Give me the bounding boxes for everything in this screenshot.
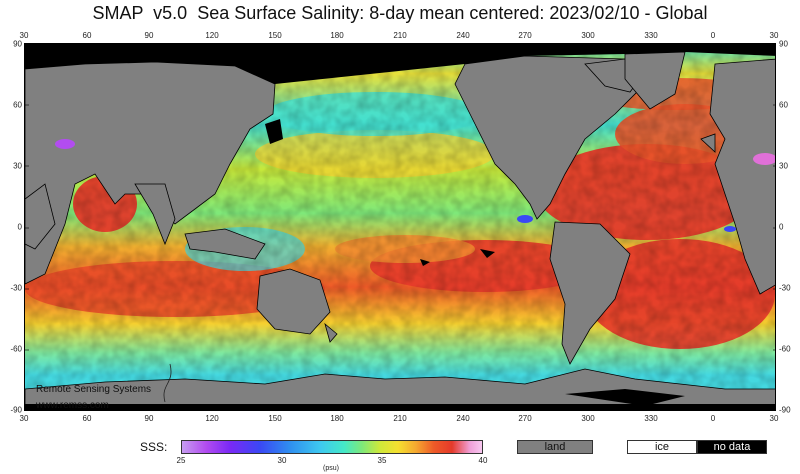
lon-tick: 90 [144,31,154,40]
credit-url: www.remss.com [36,400,109,411]
lat-tick: 0 [779,222,784,232]
lon-tick: 90 [144,414,154,423]
lon-tick: 60 [82,31,92,40]
lat-tick: 30 [13,161,22,171]
lon-tick: 60 [82,414,92,423]
lon-tick: 300 [581,31,595,40]
uk-land [700,133,716,153]
lon-tick: 30 [769,414,779,423]
lon-tick: 240 [456,31,470,40]
south-america-land [549,221,631,365]
no-data-regions [25,44,775,410]
lon-tick: 30 [769,31,779,40]
lat-tick: 90 [779,39,788,49]
europe-africa-east-land [709,58,775,295]
lon-tick: 0 [710,414,716,423]
india-land [134,183,176,246]
lon-tick: 150 [268,414,282,423]
lon-tick: 30 [19,414,29,423]
credit-org: Remote Sensing Systems [36,384,152,395]
lat-tick: 60 [779,100,788,110]
lon-tick: 330 [644,31,658,40]
lat-tick: 60 [13,100,22,110]
lon-tick: 210 [393,31,407,40]
lon-tick: 330 [644,414,658,423]
lon-tick: 0 [710,31,716,40]
lat-tick: -30 [10,283,22,293]
indonesia-land [184,228,266,260]
arabia-land [25,183,56,250]
legend-no-data: no data [697,440,767,454]
colorbar-tick: 30 [277,456,287,465]
antarctica-land [25,368,775,410]
lon-tick: 30 [19,31,29,40]
salinity-map-svg [25,44,775,410]
lat-tick: 30 [779,161,788,171]
legend-ice: ice [627,440,697,454]
grid-ticks [25,44,775,351]
lon-tick: 240 [456,414,470,423]
lat-tick: -60 [779,344,791,354]
land-masses [25,51,775,410]
lat-tick: -90 [779,405,791,415]
lon-tick: 120 [205,414,219,423]
fresh-water-patches [55,139,775,232]
lat-tick: -60 [10,344,22,354]
new-zealand-land [324,322,338,343]
lat-tick: -90 [10,405,22,415]
colorbar-tick: 40 [478,456,488,465]
colorbar-label: SSS: [140,440,168,454]
colorbar-tick: 35 [377,456,387,465]
legend-land: land [517,440,593,454]
lat-tick: 90 [13,39,22,49]
lon-tick: 180 [330,31,344,40]
colorbar [181,440,483,454]
lon-tick: 300 [581,414,595,423]
lon-tick: 180 [330,414,344,423]
lat-tick: -30 [779,283,791,293]
lon-tick: 270 [518,414,532,423]
lat-tick: 0 [17,222,22,232]
lon-tick: 270 [518,31,532,40]
lon-tick: 150 [268,31,282,40]
lon-tick: 210 [393,414,407,423]
salinity-map [24,43,776,411]
map-title: SMAP v5.0 Sea Surface Salinity: 8-day me… [92,3,708,23]
australia-land [256,268,331,335]
colorbar-tick: 25 [176,456,186,465]
colorbar-unit: (psu) [323,465,339,472]
lon-tick: 120 [205,31,219,40]
rss-logo-icon [163,363,172,403]
